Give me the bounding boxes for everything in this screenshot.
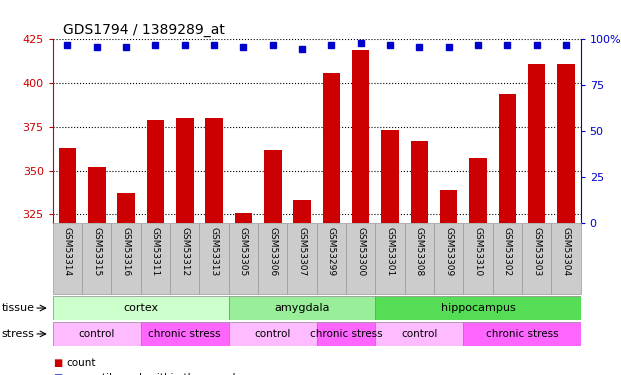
Text: GSM53308: GSM53308 — [415, 226, 424, 276]
Bar — [375, 322, 463, 346]
Text: GSM53312: GSM53312 — [180, 226, 189, 276]
Bar — [147, 120, 164, 375]
Bar — [528, 64, 545, 375]
Bar — [141, 223, 170, 294]
Text: GSM53306: GSM53306 — [268, 226, 277, 276]
Bar — [206, 118, 223, 375]
Bar — [88, 167, 106, 375]
Bar — [111, 223, 141, 294]
Bar — [170, 223, 199, 294]
Text: GSM53304: GSM53304 — [561, 226, 571, 276]
Text: chronic stress: chronic stress — [486, 329, 558, 339]
Text: GDS1794 / 1389289_at: GDS1794 / 1389289_at — [63, 23, 225, 37]
Bar — [288, 223, 317, 294]
Bar — [141, 322, 229, 346]
Bar — [375, 296, 581, 320]
Bar — [434, 223, 463, 294]
Bar — [557, 64, 575, 375]
Text: GSM53299: GSM53299 — [327, 226, 336, 276]
Bar — [375, 223, 405, 294]
Bar — [317, 223, 346, 294]
Bar — [322, 73, 340, 375]
Text: GSM53301: GSM53301 — [386, 226, 394, 276]
Text: ■: ■ — [53, 358, 62, 368]
Text: percentile rank within the sample: percentile rank within the sample — [66, 373, 242, 375]
Bar — [405, 223, 434, 294]
Text: GSM53313: GSM53313 — [209, 226, 219, 276]
Text: control: control — [79, 329, 115, 339]
Bar — [317, 322, 375, 346]
Text: GSM53316: GSM53316 — [122, 226, 130, 276]
Bar — [117, 194, 135, 375]
Text: GSM53311: GSM53311 — [151, 226, 160, 276]
Bar — [499, 94, 516, 375]
Text: GSM53300: GSM53300 — [356, 226, 365, 276]
Text: GSM53307: GSM53307 — [297, 226, 307, 276]
Text: stress: stress — [1, 329, 34, 339]
Text: GSM53310: GSM53310 — [473, 226, 483, 276]
Bar — [293, 200, 311, 375]
Bar — [381, 130, 399, 375]
Bar — [229, 322, 317, 346]
Bar — [463, 223, 492, 294]
Bar — [440, 190, 458, 375]
Bar — [352, 50, 369, 375]
Bar — [469, 158, 487, 375]
Text: GSM53315: GSM53315 — [93, 226, 101, 276]
Bar — [522, 223, 551, 294]
Bar — [58, 148, 76, 375]
Text: cortex: cortex — [123, 303, 158, 313]
Bar — [53, 322, 141, 346]
Text: chronic stress: chronic stress — [148, 329, 221, 339]
Bar — [492, 223, 522, 294]
Bar — [551, 223, 581, 294]
Text: GSM53309: GSM53309 — [444, 226, 453, 276]
Text: GSM53314: GSM53314 — [63, 226, 72, 276]
Bar — [463, 322, 581, 346]
Bar — [53, 223, 82, 294]
Text: GSM53303: GSM53303 — [532, 226, 541, 276]
Text: chronic stress: chronic stress — [310, 329, 383, 339]
Text: ■: ■ — [53, 373, 62, 375]
Bar — [410, 141, 428, 375]
Bar — [258, 223, 288, 294]
Bar — [346, 223, 375, 294]
Text: hippocampus: hippocampus — [441, 303, 515, 313]
Bar — [82, 223, 111, 294]
Text: amygdala: amygdala — [274, 303, 330, 313]
Text: GSM53305: GSM53305 — [239, 226, 248, 276]
Text: tissue: tissue — [1, 303, 34, 313]
Bar — [229, 223, 258, 294]
Bar — [199, 223, 229, 294]
Bar — [229, 296, 375, 320]
Text: count: count — [66, 358, 96, 368]
Text: control: control — [255, 329, 291, 339]
Bar — [176, 118, 194, 375]
Bar — [235, 213, 252, 375]
Bar — [53, 296, 229, 320]
Text: control: control — [401, 329, 438, 339]
Bar — [264, 150, 281, 375]
Text: GSM53302: GSM53302 — [503, 226, 512, 276]
